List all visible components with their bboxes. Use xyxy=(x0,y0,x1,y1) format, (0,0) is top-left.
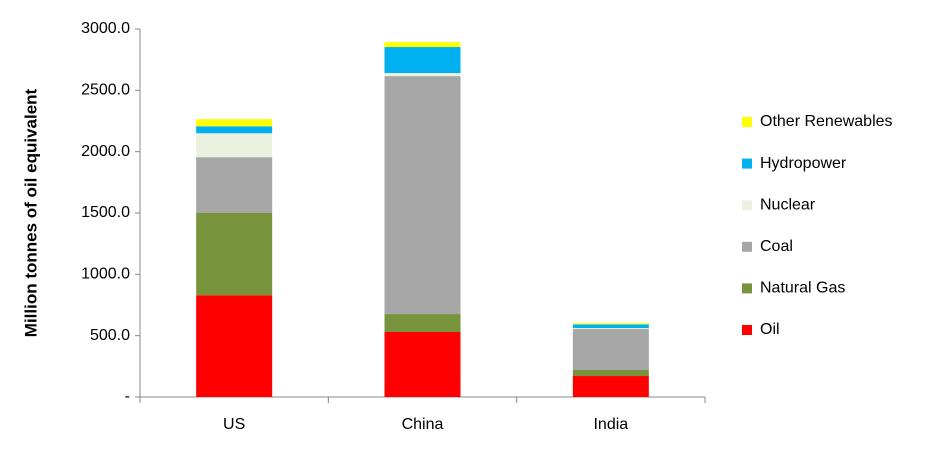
x-tick-label: China xyxy=(402,416,444,433)
bar-segment xyxy=(572,329,649,371)
bar-segment xyxy=(572,370,649,377)
bar-segment xyxy=(384,314,461,332)
y-tick-label: - xyxy=(125,388,130,405)
bar-segment xyxy=(572,328,649,330)
bar-segment xyxy=(384,331,461,397)
legend-label: Oil xyxy=(760,321,780,338)
bar-segment xyxy=(572,323,649,325)
bar-segment xyxy=(384,76,461,315)
legend-label: Nuclear xyxy=(760,196,816,213)
legend-swatch xyxy=(742,200,752,211)
legend-label: Coal xyxy=(760,238,793,255)
y-tick-label: 1000.0 xyxy=(81,266,130,283)
bar-segment xyxy=(572,324,649,329)
bar-segment xyxy=(196,295,273,397)
bar-segment xyxy=(196,213,273,296)
bar-segment xyxy=(196,119,273,127)
x-tick-label: India xyxy=(593,416,628,433)
bar-segment xyxy=(572,376,649,397)
legend-swatch xyxy=(742,325,752,335)
legend-swatch xyxy=(742,158,752,169)
y-tick-label: 3000.0 xyxy=(81,20,130,37)
legend-label: Hydropower xyxy=(760,155,847,172)
x-tick-label: US xyxy=(223,416,245,433)
y-tick-label: 1500.0 xyxy=(81,204,130,221)
y-tick-label: 2000.0 xyxy=(81,143,130,160)
bar-segment xyxy=(384,47,461,74)
legend-swatch xyxy=(742,117,752,127)
legend-label: Other Renewables xyxy=(760,113,893,130)
legend-label: Natural Gas xyxy=(760,280,845,297)
bar-segment xyxy=(196,157,273,213)
legend-swatch xyxy=(742,241,752,252)
bar-segment xyxy=(196,126,273,134)
bar-segment xyxy=(384,42,461,48)
y-tick-label: 500.0 xyxy=(90,327,130,344)
bar-segment xyxy=(196,133,273,158)
legend-swatch xyxy=(742,283,752,294)
y-tick-label: 2500.0 xyxy=(81,82,130,99)
bar-segment xyxy=(384,73,461,77)
y-axis-label: Million tonnes of oil equivalent xyxy=(21,88,40,337)
